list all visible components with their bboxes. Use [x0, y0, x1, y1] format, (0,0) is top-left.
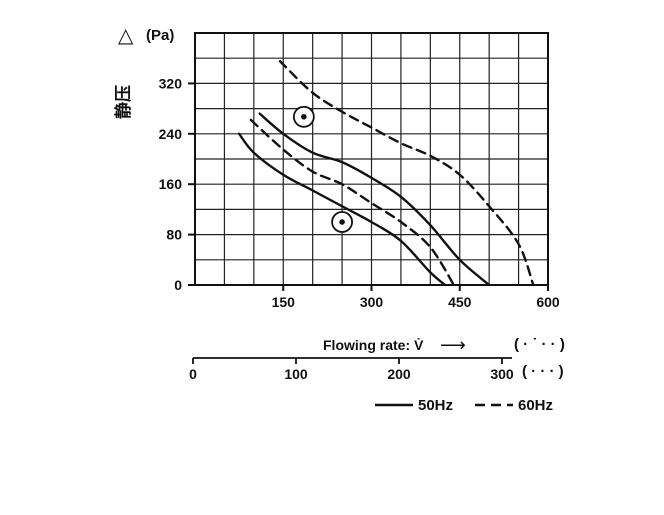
- secondary-tick-label: 200: [387, 366, 411, 382]
- marker-dot: [301, 113, 307, 120]
- marker-dot: [339, 219, 345, 225]
- y-axis-label: 静压: [113, 85, 133, 119]
- x-tick-labels: 150 300 450 600: [272, 285, 560, 310]
- series-50hz-curve-1: [237, 132, 447, 287]
- secondary-tick-label: 100: [284, 366, 308, 382]
- x-tick-label: 600: [536, 294, 560, 310]
- series-60hz-curve-2: [278, 59, 535, 287]
- legend-label-60hz: 60Hz: [518, 397, 553, 414]
- y-tick-labels: 0 80 160 240 320: [159, 75, 195, 293]
- y-tick-label: 80: [166, 227, 182, 243]
- series-layer: [237, 59, 535, 287]
- secondary-axis-unit: ( · · · ): [522, 363, 564, 380]
- x-axis-unit-primary: ( · ˙ · · ): [514, 336, 565, 353]
- x-tick-label: 450: [448, 294, 472, 310]
- x-axis-label: Flowing rate: V̇: [323, 337, 424, 353]
- x-tick-label: 150: [272, 294, 296, 310]
- series-50hz-curve-0: [258, 112, 491, 287]
- y-tick-label: 0: [174, 277, 182, 293]
- secondary-tick-label: 0: [189, 366, 197, 382]
- x-axis-arrow: ⟶: [440, 335, 466, 355]
- markers-layer: [292, 105, 353, 233]
- y-axis-unit: (Pa): [146, 27, 174, 44]
- x-tick-label: 300: [360, 294, 384, 310]
- y-tick-label: 320: [159, 75, 183, 91]
- grid-lines: [195, 33, 548, 285]
- secondary-x-axis: 0 100 200 300: [189, 357, 514, 382]
- y-tick-label: 160: [159, 176, 183, 192]
- legend: 50Hz 60Hz: [375, 397, 553, 414]
- y-axis-symbol: △: [118, 25, 134, 47]
- y-tick-label: 240: [159, 126, 183, 142]
- secondary-tick-label: 300: [490, 366, 514, 382]
- series-60hz-curve-3: [249, 118, 456, 287]
- legend-label-50hz: 50Hz: [418, 397, 453, 414]
